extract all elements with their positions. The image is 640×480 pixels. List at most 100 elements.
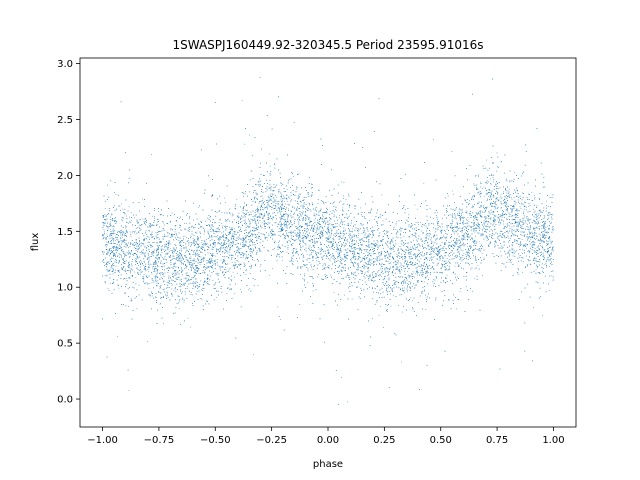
scatter-point — [328, 224, 330, 225]
scatter-point — [329, 211, 331, 213]
scatter-point — [204, 278, 205, 279]
scatter-point — [437, 226, 439, 228]
scatter-point — [250, 169, 252, 171]
scatter-point — [407, 250, 409, 251]
scatter-point — [460, 263, 461, 265]
scatter-point — [188, 244, 189, 246]
scatter-point — [160, 297, 162, 299]
scatter-point — [195, 274, 196, 276]
scatter-point — [454, 233, 455, 235]
scatter-point — [175, 274, 177, 276]
scatter-point — [378, 314, 380, 316]
scatter-point — [408, 214, 410, 216]
scatter-point — [353, 266, 355, 268]
scatter-point — [526, 209, 527, 211]
scatter-point — [369, 260, 370, 262]
scatter-point — [436, 255, 438, 256]
scatter-point — [103, 216, 104, 218]
scatter-point — [180, 252, 181, 254]
scatter-point — [548, 228, 549, 230]
scatter-point — [311, 224, 312, 226]
scatter-point — [408, 226, 410, 228]
scatter-point — [129, 278, 131, 279]
scatter-point — [478, 241, 480, 243]
scatter-point — [444, 255, 446, 256]
scatter-point — [504, 198, 505, 200]
scatter-point — [289, 223, 291, 224]
scatter-point — [390, 305, 392, 307]
scatter-point — [163, 222, 164, 224]
scatter-point — [322, 219, 324, 220]
scatter-point — [155, 297, 157, 298]
scatter-point — [180, 263, 182, 265]
scatter-point — [305, 237, 307, 239]
scatter-point — [119, 271, 120, 273]
scatter-point — [494, 243, 495, 245]
scatter-point — [433, 256, 435, 257]
scatter-point — [447, 211, 448, 212]
scatter-point — [269, 193, 271, 195]
scatter-point — [214, 222, 215, 224]
scatter-point — [111, 271, 113, 272]
scatter-point — [262, 217, 264, 219]
scatter-point — [533, 212, 535, 213]
scatter-point — [321, 234, 322, 235]
scatter-point — [338, 237, 340, 239]
scatter-point — [130, 243, 132, 244]
scatter-point — [406, 265, 408, 267]
scatter-point — [348, 235, 350, 236]
scatter-point — [129, 268, 131, 269]
scatter-point — [538, 233, 540, 235]
scatter-point — [271, 235, 272, 236]
scatter-point — [223, 244, 225, 246]
scatter-point — [442, 226, 444, 228]
scatter-point — [441, 230, 443, 231]
scatter-point — [500, 230, 502, 232]
scatter-point — [208, 233, 210, 235]
scatter-point — [138, 265, 139, 266]
scatter-point — [538, 222, 539, 223]
scatter-point — [264, 201, 266, 202]
scatter-point — [194, 244, 195, 246]
scatter-point — [480, 181, 481, 183]
scatter-point — [244, 193, 246, 195]
scatter-point — [330, 257, 332, 259]
scatter-point — [366, 270, 368, 272]
scatter-point — [332, 238, 333, 240]
scatter-point — [110, 225, 112, 227]
scatter-point — [163, 258, 165, 259]
scatter-point — [405, 259, 407, 261]
scatter-point — [152, 266, 154, 268]
scatter-point — [511, 244, 513, 246]
scatter-point — [537, 236, 538, 237]
scatter-point — [498, 224, 500, 226]
scatter-point — [400, 276, 402, 277]
scatter-point — [470, 268, 471, 270]
scatter-point — [543, 221, 545, 222]
scatter-point — [358, 268, 359, 270]
scatter-point — [346, 255, 348, 257]
scatter-point — [507, 225, 508, 227]
scatter-point — [372, 318, 373, 320]
scatter-point — [289, 213, 291, 215]
scatter-point — [454, 225, 456, 227]
scatter-point — [281, 211, 283, 212]
scatter-point — [520, 226, 522, 228]
scatter-point — [367, 269, 369, 271]
scatter-point — [505, 201, 507, 203]
scatter-point — [141, 242, 142, 244]
scatter-point — [233, 228, 235, 230]
scatter-point — [266, 208, 268, 210]
scatter-point — [496, 170, 498, 172]
scatter-point — [351, 248, 352, 250]
scatter-point — [136, 267, 138, 269]
scatter-point — [507, 195, 509, 197]
scatter-point — [186, 223, 187, 225]
scatter-point — [539, 209, 541, 211]
scatter-point — [425, 271, 427, 272]
scatter-point — [256, 250, 258, 251]
scatter-point — [342, 222, 344, 224]
scatter-point — [196, 291, 198, 292]
scatter-point — [394, 279, 396, 281]
scatter-point — [522, 248, 523, 250]
